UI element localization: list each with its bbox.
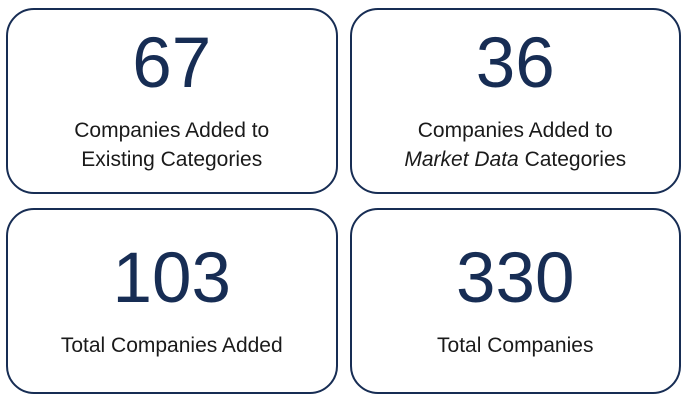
stat-card-companies-added-market-data: 36 Companies Added to Market Data Catego… (349, 8, 681, 194)
stat-value-total-companies-added: 103 (112, 239, 231, 319)
stat-label-regular-segment: Categories (518, 148, 627, 172)
stat-value-total-companies: 330 (456, 239, 575, 319)
stat-card-companies-added-existing: 67 Companies Added to Existing Categorie… (6, 8, 338, 194)
stat-label-companies-added-market-data: Companies Added to Market Data Categorie… (404, 116, 626, 175)
stat-label-companies-added-existing: Companies Added to Existing Categories (74, 116, 269, 175)
stat-card-total-companies: 330 Total Companies (349, 208, 681, 394)
stat-label-line: Companies Added to (74, 118, 270, 142)
stat-label-total-companies-added: Total Companies Added (60, 333, 283, 357)
stat-label-line: Companies Added to (417, 118, 613, 142)
stat-label-total-companies: Total Companies (437, 333, 594, 357)
stat-value-companies-added-existing: 67 (132, 24, 212, 104)
stat-card-total-companies-added: 103 Total Companies Added (6, 208, 338, 394)
stat-value-companies-added-market-data: 36 (475, 24, 555, 104)
stat-label-line: Existing Categories (81, 148, 263, 172)
stat-label-italic-segment: Market Data (404, 148, 519, 172)
stat-card-grid: 67 Companies Added to Existing Categorie… (6, 8, 681, 394)
stat-label-line: Market Data Categories (404, 145, 626, 174)
